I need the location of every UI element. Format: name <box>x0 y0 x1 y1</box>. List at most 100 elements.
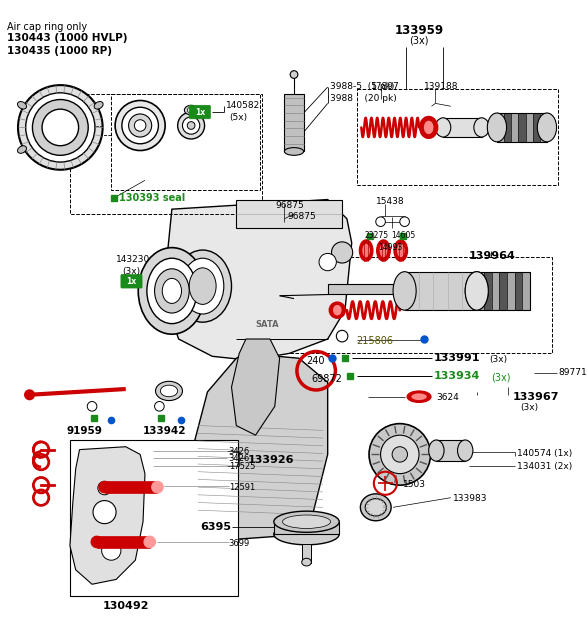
Bar <box>274 522 339 534</box>
Text: 139188: 139188 <box>424 82 459 91</box>
Bar <box>504 113 511 142</box>
Ellipse shape <box>435 118 451 137</box>
Bar <box>70 94 262 214</box>
Ellipse shape <box>152 481 163 493</box>
Bar <box>70 440 238 596</box>
Ellipse shape <box>178 112 205 139</box>
Circle shape <box>98 481 111 495</box>
Ellipse shape <box>474 118 489 137</box>
Text: (3x): (3x) <box>409 35 429 45</box>
Text: (5x): (5x) <box>229 113 248 122</box>
Text: 89771: 89771 <box>559 368 587 377</box>
Ellipse shape <box>18 85 103 170</box>
Polygon shape <box>70 447 145 584</box>
Text: 96875: 96875 <box>288 212 316 221</box>
Bar <box>405 272 477 310</box>
Text: 133983: 133983 <box>453 494 487 503</box>
Ellipse shape <box>360 494 391 521</box>
Ellipse shape <box>362 244 370 257</box>
Ellipse shape <box>135 120 146 131</box>
Ellipse shape <box>138 247 206 334</box>
Ellipse shape <box>129 114 152 137</box>
Text: 17897: 17897 <box>371 82 400 91</box>
Bar <box>522 272 530 310</box>
Bar <box>499 272 507 310</box>
Text: 215806: 215806 <box>356 336 393 346</box>
Ellipse shape <box>91 536 103 548</box>
Ellipse shape <box>394 240 407 261</box>
Bar <box>328 284 433 294</box>
Ellipse shape <box>274 511 339 533</box>
Circle shape <box>155 401 164 411</box>
Text: 133926: 133926 <box>248 455 295 465</box>
Text: 140574 (1x): 140574 (1x) <box>517 448 572 458</box>
Bar <box>111 94 260 190</box>
Ellipse shape <box>189 268 216 305</box>
Text: 133934: 133934 <box>433 371 480 381</box>
Text: 139964: 139964 <box>469 251 516 261</box>
Ellipse shape <box>94 102 103 109</box>
Bar <box>356 89 559 185</box>
Circle shape <box>93 501 116 524</box>
Ellipse shape <box>332 242 353 263</box>
Circle shape <box>400 217 409 227</box>
Bar <box>485 272 492 310</box>
Ellipse shape <box>115 100 165 151</box>
Text: Air cap ring only: Air cap ring only <box>8 21 88 31</box>
Text: 23275: 23275 <box>364 231 388 241</box>
Ellipse shape <box>18 102 26 109</box>
Bar <box>97 536 150 548</box>
Ellipse shape <box>330 303 345 318</box>
Text: 143230: 143230 <box>116 256 151 264</box>
Bar <box>236 200 342 229</box>
Text: (3x): (3x) <box>122 267 140 276</box>
Ellipse shape <box>174 250 232 322</box>
Ellipse shape <box>397 244 405 257</box>
Text: 14605: 14605 <box>391 231 415 241</box>
Ellipse shape <box>122 107 158 144</box>
FancyBboxPatch shape <box>121 274 142 288</box>
Text: 130492: 130492 <box>102 600 149 610</box>
Ellipse shape <box>156 381 182 401</box>
Text: 1x: 1x <box>195 107 205 117</box>
Bar <box>477 272 530 310</box>
Ellipse shape <box>42 109 79 146</box>
Ellipse shape <box>18 146 26 153</box>
Text: 1503: 1503 <box>403 480 426 489</box>
Text: 130435 (1000 RP): 130435 (1000 RP) <box>8 46 112 56</box>
Text: 91959: 91959 <box>66 426 102 436</box>
Text: 3988-5  (5 pk): 3988-5 (5 pk) <box>330 82 394 91</box>
Text: 140582: 140582 <box>226 102 260 111</box>
Text: 6395: 6395 <box>200 522 230 532</box>
Ellipse shape <box>161 385 178 397</box>
Bar <box>540 113 547 142</box>
Ellipse shape <box>393 272 416 310</box>
Text: 240: 240 <box>306 356 325 366</box>
Text: (3x): (3x) <box>489 355 507 364</box>
Ellipse shape <box>457 440 473 461</box>
Text: 130443 (1000 HVLP): 130443 (1000 HVLP) <box>8 33 128 43</box>
Ellipse shape <box>26 93 95 162</box>
Text: 133959: 133959 <box>395 24 443 36</box>
Text: 133967: 133967 <box>512 392 559 402</box>
Text: 12591: 12591 <box>229 484 255 492</box>
Bar <box>492 272 499 310</box>
Text: 3699: 3699 <box>229 539 250 548</box>
Circle shape <box>290 71 298 78</box>
Ellipse shape <box>155 269 189 313</box>
Bar <box>507 272 514 310</box>
Text: 17525: 17525 <box>229 462 255 471</box>
Ellipse shape <box>359 240 373 261</box>
Circle shape <box>380 435 419 474</box>
Ellipse shape <box>537 113 557 142</box>
Text: 134031 (2x): 134031 (2x) <box>517 462 572 471</box>
Ellipse shape <box>187 122 195 129</box>
Ellipse shape <box>333 305 342 315</box>
Text: 133942: 133942 <box>143 426 186 436</box>
Text: 3426: 3426 <box>229 455 250 463</box>
Ellipse shape <box>162 278 182 303</box>
Text: 133991: 133991 <box>433 354 480 364</box>
Ellipse shape <box>274 524 339 545</box>
Ellipse shape <box>407 391 431 403</box>
Ellipse shape <box>465 272 488 310</box>
